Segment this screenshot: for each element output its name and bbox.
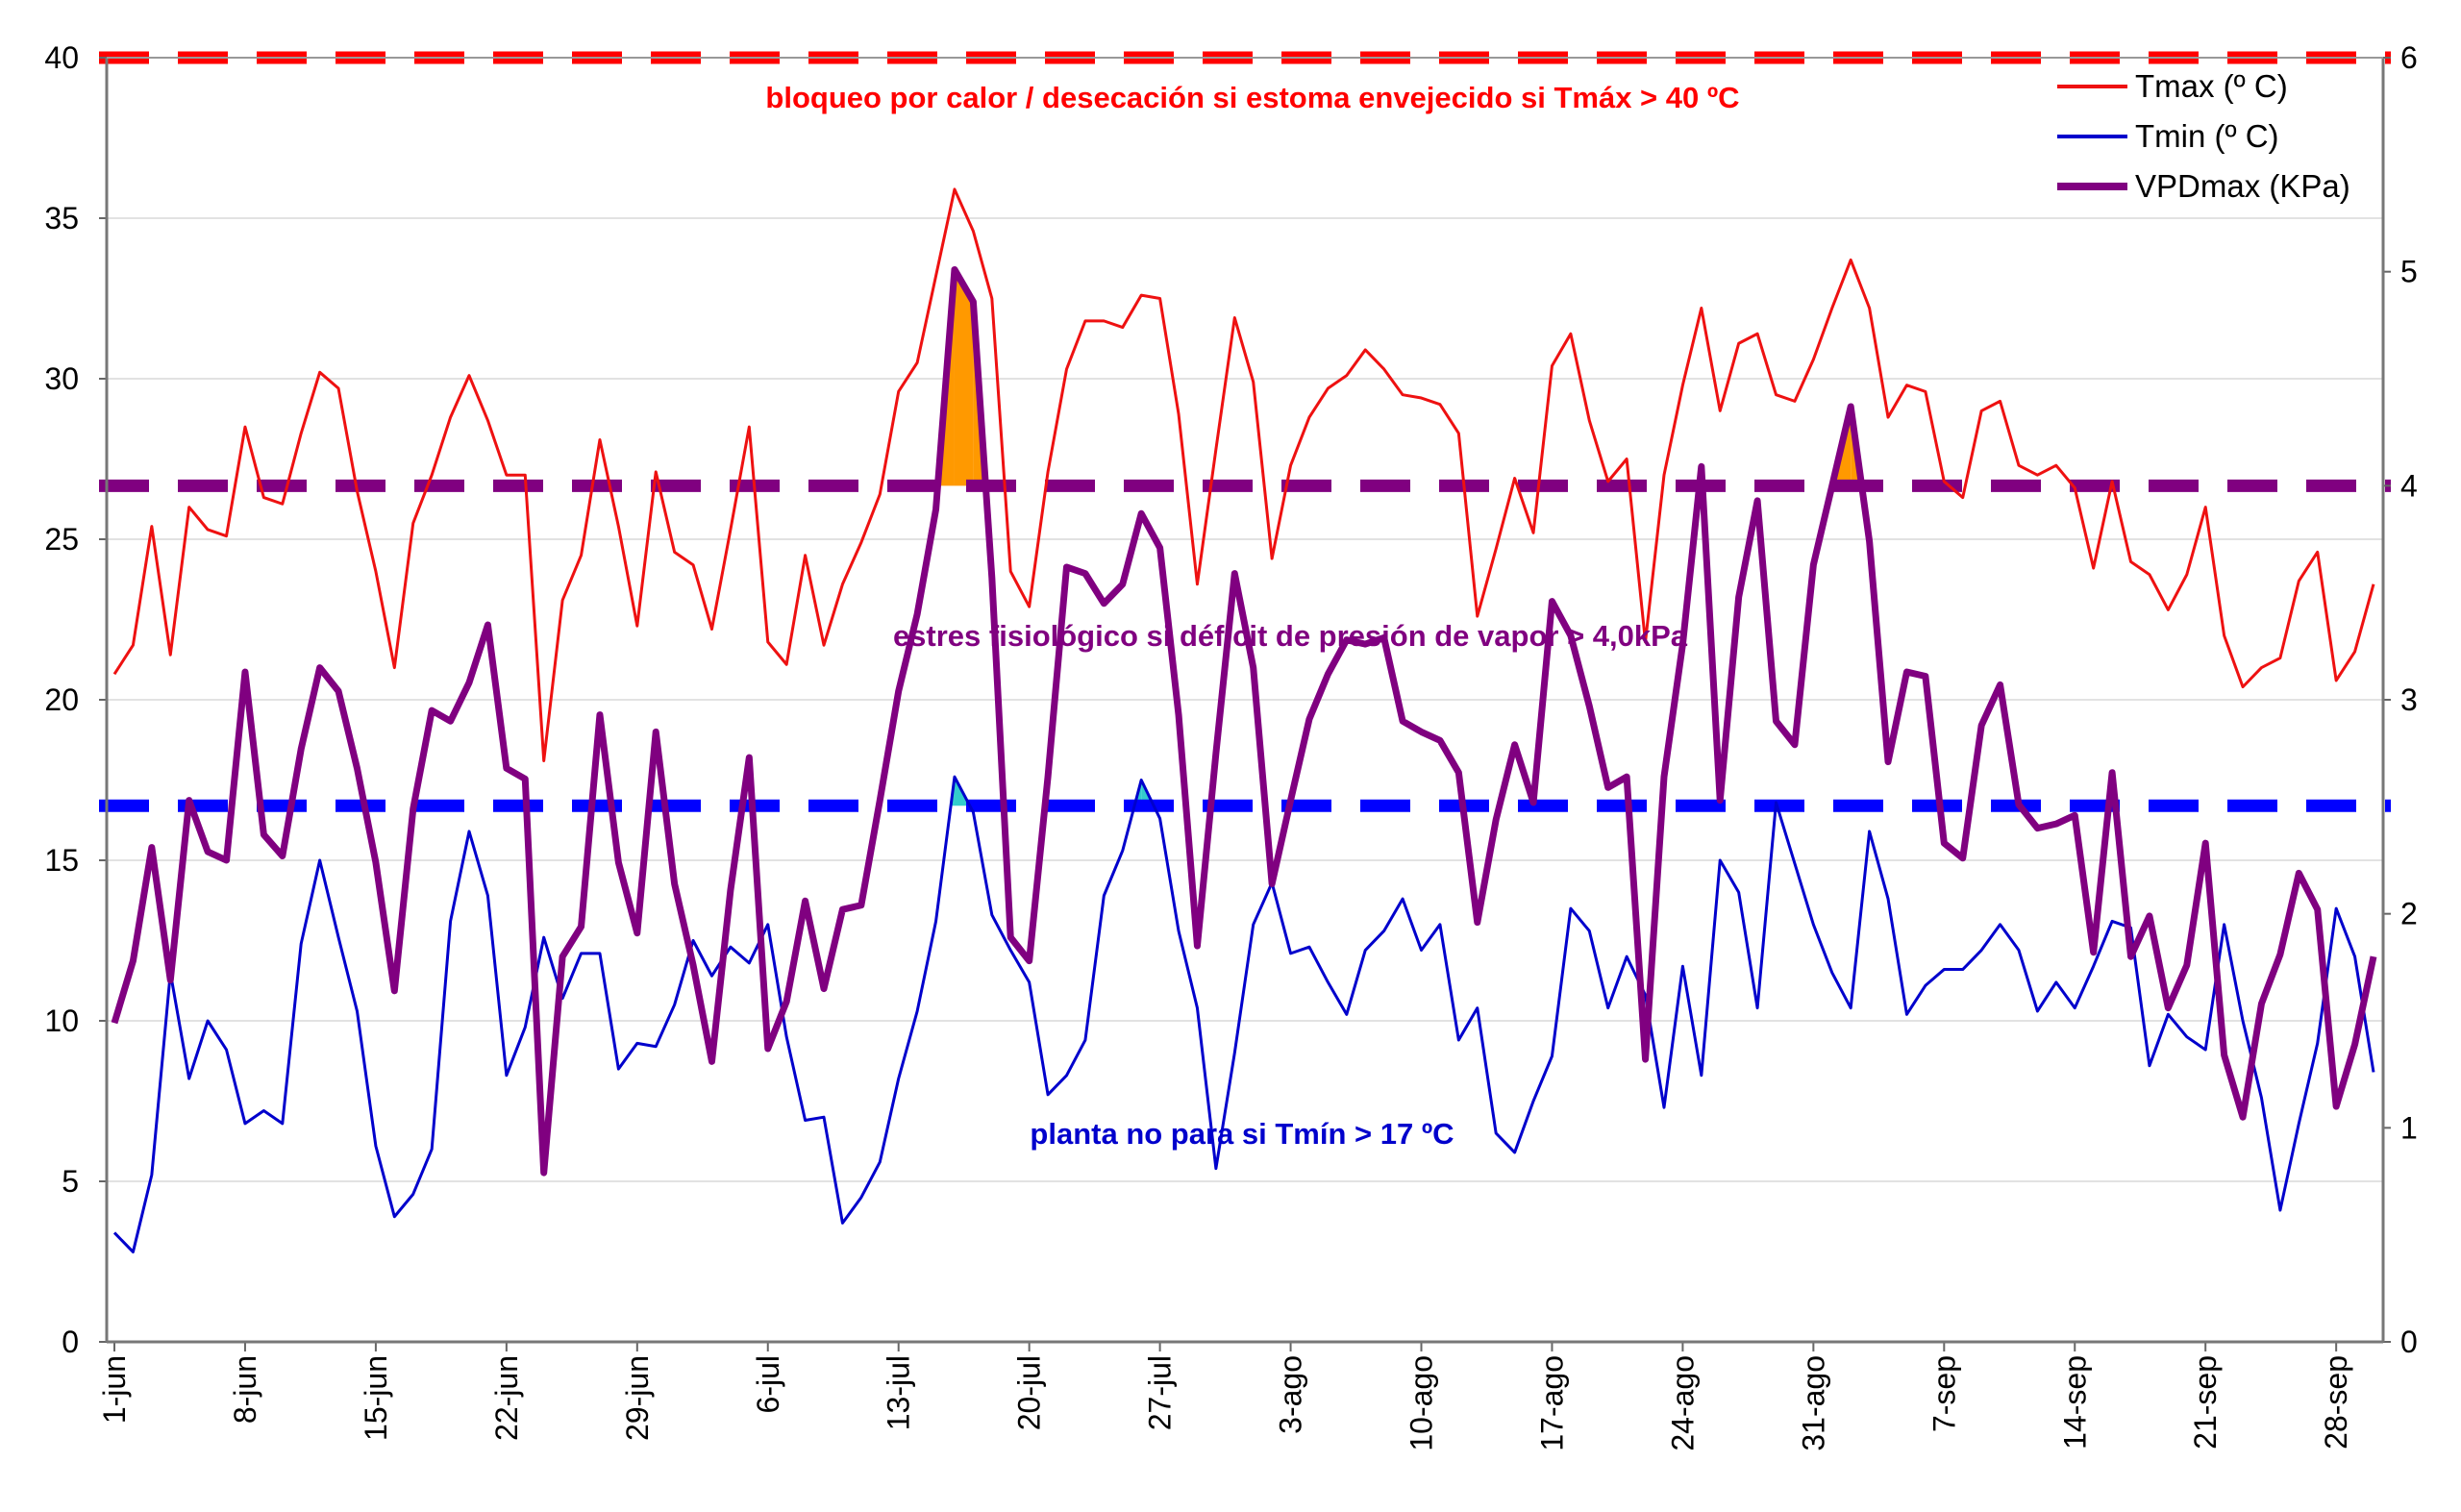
y-tick-label: 10 bbox=[44, 1004, 79, 1038]
x-tick-label: 31-ago bbox=[1796, 1355, 1830, 1451]
legend-label: Tmax (º C) bbox=[2135, 68, 2288, 104]
y-tick-label: 25 bbox=[44, 522, 79, 557]
y-tick-label: 0 bbox=[62, 1325, 79, 1359]
axes bbox=[99, 57, 2391, 1351]
y-tick-label: 15 bbox=[44, 843, 79, 878]
y-tick-label: 20 bbox=[44, 682, 79, 717]
series-line-tmax bbox=[112, 187, 2375, 762]
x-tick-label: 1-jun bbox=[97, 1355, 132, 1424]
x-tick-label: 6-jul bbox=[751, 1355, 785, 1413]
x-tick-label: 8-jun bbox=[228, 1355, 262, 1424]
x-tick-label: 27-jul bbox=[1143, 1355, 1178, 1430]
annotation-tmin: planta no para si Tmín > 17 ºC bbox=[1030, 1117, 1454, 1151]
series-lines bbox=[111, 187, 2377, 1253]
legend-label: VPDmax (KPa) bbox=[2135, 168, 2350, 204]
threshold-lines bbox=[99, 51, 2391, 812]
series-line-tmin bbox=[112, 775, 2375, 1253]
y2-tick-label: 0 bbox=[2400, 1325, 2418, 1359]
y2-tick-label: 5 bbox=[2400, 255, 2418, 289]
y-tick-label: 40 bbox=[44, 40, 79, 75]
y-tick-label: 5 bbox=[62, 1164, 79, 1199]
x-tick-label: 13-jul bbox=[882, 1355, 916, 1430]
gridlines bbox=[107, 57, 2383, 1182]
y2-tick-label: 3 bbox=[2400, 682, 2418, 717]
x-tick-label: 29-jun bbox=[620, 1355, 655, 1441]
y2-tick-label: 1 bbox=[2400, 1110, 2418, 1145]
y-tick-label: 35 bbox=[44, 201, 79, 235]
x-tick-label: 28-sep bbox=[2319, 1355, 2353, 1450]
legend: Tmax (º C) Tmin (º C) VPDmax (KPa) bbox=[2057, 68, 2350, 204]
y2-tick-label: 6 bbox=[2400, 40, 2418, 75]
x-tick-label: 15-jun bbox=[359, 1355, 393, 1441]
y2-tick-label: 4 bbox=[2400, 468, 2418, 503]
series-line-vpdmax bbox=[111, 265, 2377, 1177]
x-tick-label: 20-jul bbox=[1012, 1355, 1047, 1430]
x-tick-label: 17-ago bbox=[1534, 1355, 1569, 1451]
x-tick-label: 10-ago bbox=[1405, 1355, 1439, 1451]
y-tick-label: 30 bbox=[44, 361, 79, 396]
exceedance-fill bbox=[954, 269, 974, 486]
annotation-heat: bloqueo por calor / desecación si estoma… bbox=[765, 81, 1739, 114]
x-tick-label: 3-ago bbox=[1274, 1355, 1308, 1434]
y2-tick-label: 2 bbox=[2400, 897, 2418, 931]
x-tick-label: 7-sep bbox=[1927, 1355, 1961, 1432]
x-tick-label: 14-sep bbox=[2057, 1355, 2092, 1450]
annotation-vpd: estres fisiológico si déficit de presión… bbox=[893, 619, 1688, 653]
x-tick-label: 21-sep bbox=[2188, 1355, 2223, 1450]
tick-labels: 0 5 10 15 20 25 30 35 40 0 1 2 3 4 5 6 1-jun 8-jun 15-jun 2… bbox=[44, 40, 2417, 1451]
legend-label: Tmin (º C) bbox=[2135, 118, 2279, 154]
x-tick-label: 24-ago bbox=[1665, 1355, 1700, 1451]
exceedance-fills bbox=[937, 269, 1862, 806]
x-tick-label: 22-jun bbox=[489, 1355, 524, 1441]
